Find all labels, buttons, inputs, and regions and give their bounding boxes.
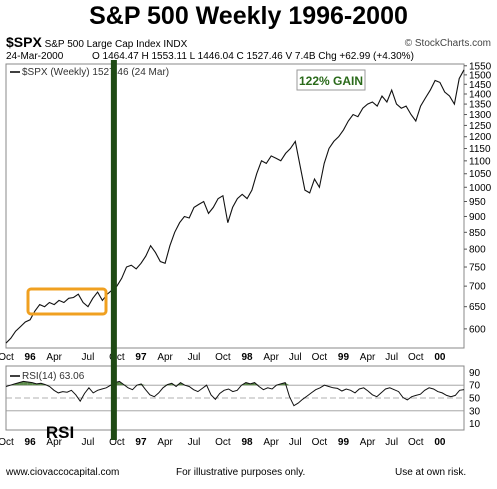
price-y-tick-label: 850 [469, 228, 486, 239]
price-x-tick-label: Apr [360, 352, 376, 363]
rsi-x-tick-label: Apr [263, 437, 279, 448]
rsi-x-tick-label: 97 [135, 437, 147, 448]
gain-label-box [296, 69, 366, 91]
rsi-y-tick-label: 10 [469, 419, 481, 430]
footer-website: www.ciovaccocapital.com [6, 467, 120, 478]
price-y-tick-label: 950 [469, 197, 486, 208]
price-panel: 600 650 700 750 800 850 900 950 1000 1050 11001150… [0, 61, 492, 363]
price-x-tick-label: Oct [408, 352, 424, 363]
rsi-overbought-fill [19, 381, 24, 386]
rsi-legend-label: RSI(14) 63.06 [22, 371, 85, 382]
footer-risk: Use at own risk. [395, 467, 467, 478]
rsi-y-tick-label: 70 [469, 381, 481, 392]
rsi-x-tick-label: Apr [157, 437, 173, 448]
rsi-x-tick-label: 99 [338, 437, 350, 448]
exchange: INDX [163, 39, 188, 50]
price-y-tick-label: 800 [469, 245, 486, 256]
rsi-panel: Oct 96 Apr Jul Oct 97 Apr Jul Oct 98 Apr Jul Oct 99 Ap… [0, 365, 481, 448]
index-name: S&P 500 Large Cap Index [44, 39, 161, 50]
rsi-x-tick-label: Apr [360, 437, 376, 448]
rsi-series-line [5, 380, 465, 407]
rsi-y-tick-label: 90 [469, 368, 481, 379]
breakout-marker-line [110, 60, 117, 440]
price-x-tick-label: Apr [46, 352, 62, 363]
rsi-x-tick-label: Jul [289, 437, 302, 448]
price-x-tick-label: Jul [82, 352, 95, 363]
price-y-tick-label: 900 [469, 212, 486, 223]
price-y-tick-label: 650 [469, 302, 486, 313]
price-y-tick-label: 1050 [469, 169, 492, 180]
price-y-tick-label: 1150 [469, 144, 491, 155]
price-y-tick-label: 1350 [469, 100, 492, 111]
quote-date: 24-Mar-2000 [6, 51, 64, 62]
price-y-tick-label: 750 [469, 263, 486, 274]
price-x-tick-label: Oct [109, 352, 125, 363]
consolidation-highlight-box [26, 287, 108, 316]
price-y-tick-label: 1200 [469, 132, 492, 143]
ohlc-readout: O 1464.47 H 1553.11 L 1446.04 C 1527.46 … [92, 51, 414, 62]
price-x-tick-label: 99 [338, 352, 350, 363]
footer-disclaimer: For illustrative purposes only. [176, 467, 306, 478]
symbol-line: $SPX S&P 500 Large Cap Index INDX [6, 34, 187, 50]
price-y-tick-label: 1450 [469, 80, 492, 91]
date-line: 24-Mar-2000 [6, 51, 63, 62]
rsi-x-tick-label: Oct [109, 437, 125, 448]
rsi-x-tick-label: Oct [408, 437, 424, 448]
price-series-line [5, 69, 465, 344]
price-plot-frame [5, 63, 465, 349]
price-y-tick-label: 1000 [469, 183, 492, 194]
price-x-tick-label: Jul [188, 352, 201, 363]
rsi-x-tick-label: Jul [188, 437, 201, 448]
rsi-x-tick-label: Jul [82, 437, 95, 448]
rsi-x-tick-label: 98 [241, 437, 253, 448]
rsi-annotation-label: RSI [46, 423, 74, 442]
rsi-y-tick-label: 50 [469, 394, 481, 405]
price-x-tick-label: 96 [25, 352, 37, 363]
price-x-tick-label: Jul [385, 352, 398, 363]
price-x-tick-label: Jul [289, 352, 302, 363]
rsi-x-tick-label: Apr [46, 437, 62, 448]
price-y-tick-label: 1300 [469, 110, 492, 121]
rsi-x-tick-label: 00 [434, 437, 446, 448]
rsi-x-tick-label: Oct [215, 437, 231, 448]
price-x-tick-label: 97 [135, 352, 147, 363]
price-y-tick-label: 1100 [469, 156, 491, 167]
price-legend-label: $SPX (Weekly) 1527.46 (24 Mar) [22, 67, 169, 78]
gain-label: 122% GAIN [299, 74, 363, 88]
price-x-tick-label: 00 [434, 352, 446, 363]
price-y-tick-label: 1550 [469, 61, 492, 72]
chart-title: S&P 500 Weekly 1996-2000 [89, 2, 408, 30]
rsi-x-tick-label: Jul [385, 437, 398, 448]
price-x-tick-label: 98 [241, 352, 253, 363]
price-x-tick-label: Oct [0, 352, 14, 363]
rsi-x-tick-label: 96 [25, 437, 37, 448]
stockcharts-watermark: © StockCharts.com [404, 38, 491, 49]
price-y-tick-label: 1400 [469, 89, 492, 100]
price-x-tick-label: Oct [215, 352, 231, 363]
rsi-x-tick-label: Oct [312, 437, 328, 448]
price-x-tick-label: Apr [263, 352, 279, 363]
annotation-layer: 122% GAIN RSI [26, 60, 366, 442]
price-x-tick-label: Oct [312, 352, 328, 363]
price-y-tick-label: 600 [469, 324, 486, 335]
rsi-y-tick-label: 30 [469, 406, 481, 417]
price-y-tick-label: 1250 [469, 121, 492, 132]
price-y-tick-label: 700 [469, 282, 486, 293]
rsi-x-tick-label: Oct [0, 437, 14, 448]
price-x-tick-label: Apr [157, 352, 173, 363]
price-y-tick-label: 1500 [469, 70, 492, 81]
symbol: $SPX [6, 34, 42, 50]
